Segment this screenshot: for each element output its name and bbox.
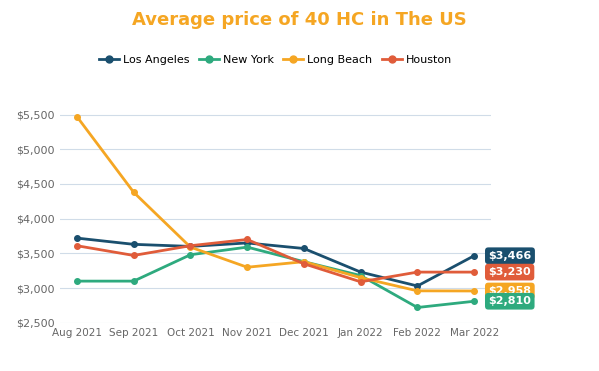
Text: $2,958: $2,958 [488, 286, 531, 296]
Text: $2,810: $2,810 [488, 296, 531, 306]
Text: $3,230: $3,230 [488, 267, 531, 277]
Text: $3,466: $3,466 [488, 251, 531, 261]
Legend: Los Angeles, New York, Long Beach, Houston: Los Angeles, New York, Long Beach, Houst… [95, 50, 456, 69]
Text: Average price of 40 HC in The US: Average price of 40 HC in The US [132, 11, 467, 29]
